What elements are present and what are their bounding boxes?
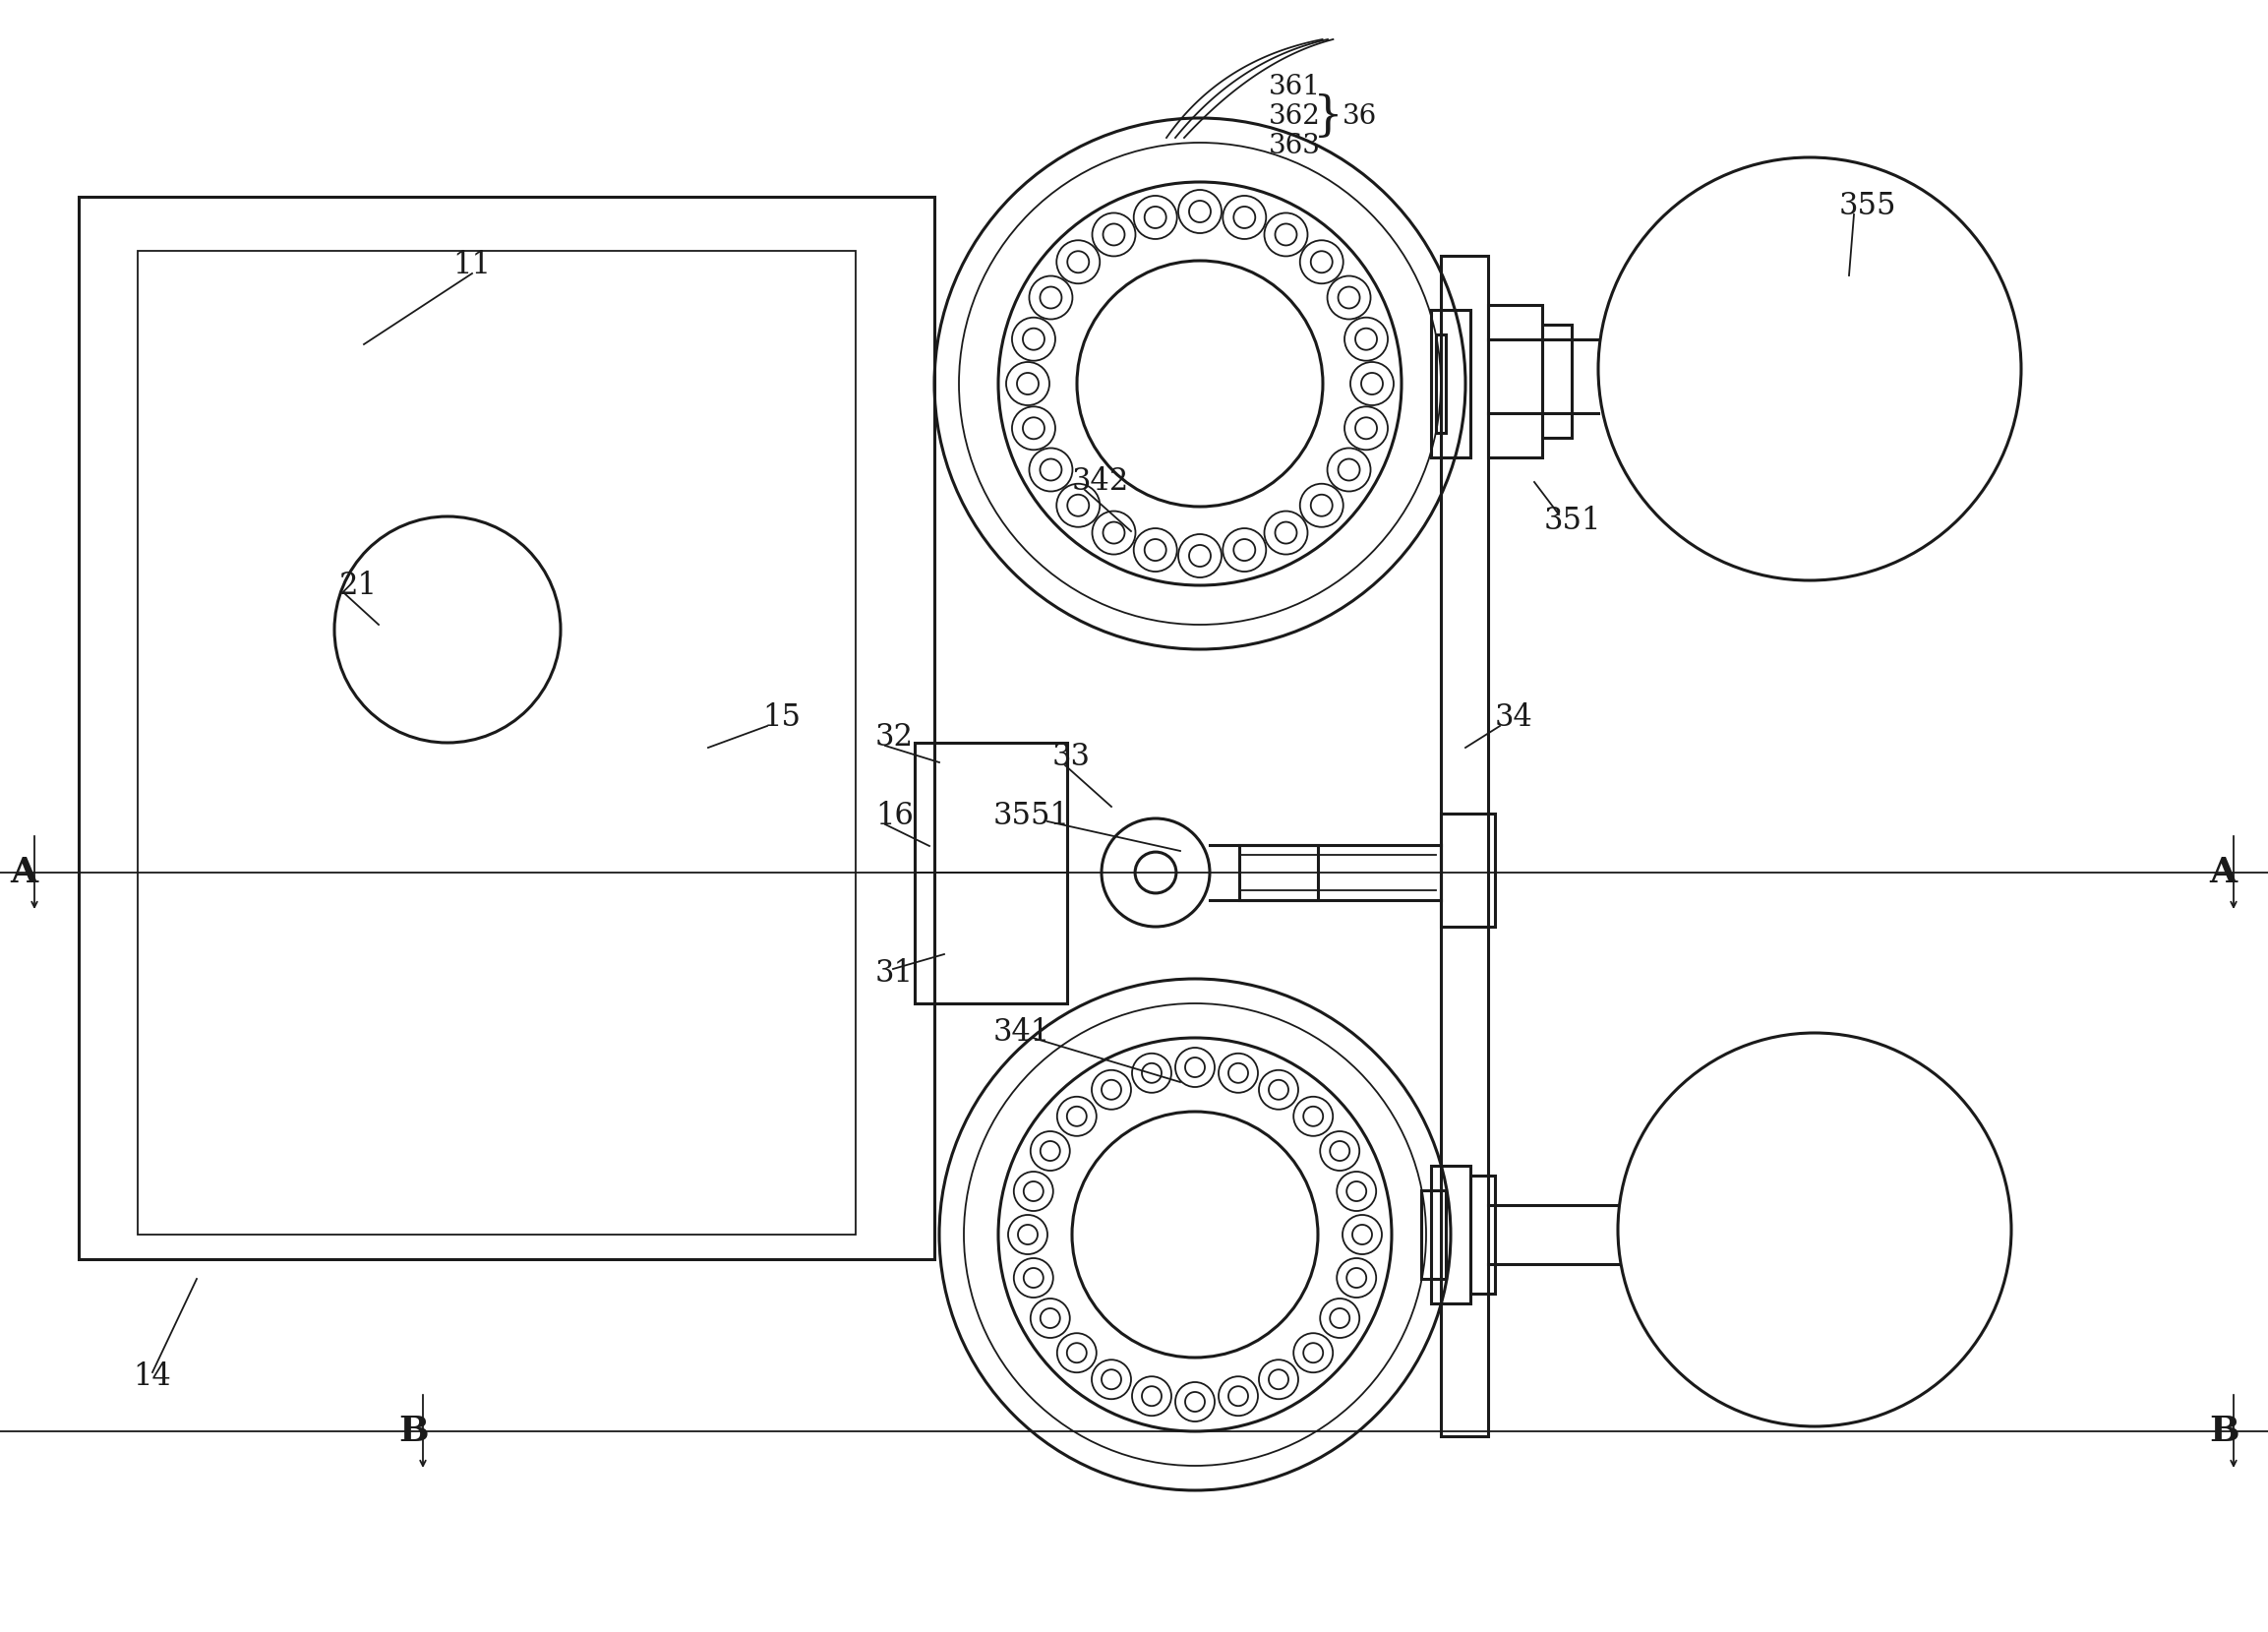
Bar [1431,310,1470,457]
Bar [914,743,1068,1004]
Bar [1542,325,1572,437]
Bar [1440,256,1488,1436]
Text: 11: 11 [451,250,490,281]
Text: 16: 16 [875,801,914,832]
Bar [1436,335,1445,432]
Text: 21: 21 [340,570,379,601]
Text: 355: 355 [1839,191,1896,222]
Text: B: B [399,1415,429,1448]
Text: 33: 33 [1052,743,1091,772]
Text: 14: 14 [134,1363,170,1392]
Text: 363: 363 [1268,132,1320,158]
Bar [79,197,934,1260]
Text: 362: 362 [1268,103,1320,129]
Text: 34: 34 [1495,703,1533,733]
Text: }: } [1313,93,1343,139]
Text: 3551: 3551 [993,801,1070,832]
Bar [1440,813,1495,927]
Bar [1470,1175,1495,1294]
Text: 36: 36 [1343,103,1377,129]
Bar [1431,1165,1470,1304]
Text: 31: 31 [875,958,914,989]
Text: 351: 351 [1545,506,1601,537]
Bar [1488,305,1542,457]
Text: 361: 361 [1268,73,1320,100]
Text: 342: 342 [1073,467,1129,498]
Text: A: A [9,855,39,889]
Bar [1422,1190,1445,1279]
Bar [138,251,855,1234]
Bar [1238,845,1318,901]
Text: 341: 341 [993,1018,1050,1048]
Text: B: B [2209,1415,2239,1448]
Text: 15: 15 [762,703,801,733]
Text: 32: 32 [875,723,914,752]
Text: A: A [2209,855,2236,889]
